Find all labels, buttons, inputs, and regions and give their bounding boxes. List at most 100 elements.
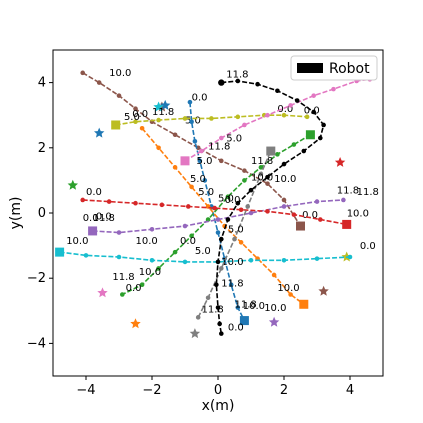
agent-2-point [235, 305, 241, 310]
agent-3-point [209, 116, 214, 121]
agent-9-point [182, 259, 188, 265]
robot-point [248, 187, 254, 193]
agent-6-start-marker [305, 130, 315, 140]
agent-1-point [265, 181, 270, 186]
x-tick-label: 2 [280, 383, 288, 398]
agent-4-point [288, 103, 293, 108]
agent-2-goal-star [160, 99, 171, 110]
agent-5-point [189, 184, 194, 190]
agent-6-time-label: 5.0 [226, 133, 242, 144]
agent-3-point [156, 117, 161, 123]
agent-10-point [245, 204, 250, 209]
robot-point [301, 148, 307, 154]
robot-point [311, 109, 317, 115]
agent-10-goal-star [189, 328, 201, 339]
agent-1-point [116, 93, 122, 98]
robot-point [321, 122, 326, 128]
time-label: 0.0 [96, 212, 112, 223]
agent-8-point [212, 205, 217, 211]
robot-point [255, 81, 260, 87]
time-label: 10.0 [264, 303, 286, 314]
agent-4-point [311, 93, 317, 98]
agent-6-time-label: 10.0 [139, 267, 161, 278]
agent-10-start-marker [266, 146, 276, 156]
goal-star [318, 285, 329, 296]
agent-6-point [156, 266, 161, 271]
agent-8-time-label: 10.0 [347, 208, 369, 219]
agent-10-point [205, 295, 211, 301]
agent-9-start-marker [55, 247, 65, 257]
x-tick-label: 4 [346, 383, 354, 398]
robot-point [225, 217, 231, 222]
agent-8-point [265, 209, 270, 214]
agent-7-start-marker [88, 226, 98, 236]
agent-4-point [219, 135, 224, 141]
agent-9-point [83, 253, 89, 258]
agent-1-point [96, 80, 102, 85]
agent-3-point [281, 112, 287, 118]
agent-1-point [133, 106, 138, 111]
agent-4-point [331, 86, 336, 92]
time-label: 0.0 [225, 195, 241, 206]
robot-point [281, 161, 287, 167]
agent-5-start-marker [299, 299, 309, 309]
agent-8-point [291, 212, 297, 217]
robot-point [235, 200, 241, 206]
y-tick-label: −4 [27, 336, 46, 351]
agent-7-point [248, 210, 254, 216]
robot-point [275, 88, 280, 94]
agent-9-point [347, 254, 353, 260]
agent-6-point [189, 233, 194, 239]
robot-point [219, 331, 224, 336]
agent-3-start-marker [111, 120, 121, 130]
agent-7-point [281, 204, 287, 209]
agent-4-start-marker [180, 156, 190, 166]
agent-7-point [215, 217, 221, 222]
agent-5-point [139, 125, 145, 131]
agent-8-point [106, 199, 112, 204]
x-tick-label: −4 [76, 383, 95, 398]
agent-9-point [281, 257, 287, 263]
agent-7-point [314, 199, 320, 204]
time-label: 10.0 [251, 172, 273, 183]
agent-3-point [133, 119, 138, 125]
agent-10-point [232, 236, 237, 242]
agent-8-time-label: 5.0 [218, 194, 234, 205]
agent-6-line [121, 134, 311, 296]
agent-2-start-marker [239, 316, 249, 326]
agent-10-point [258, 171, 264, 177]
y-tick-label: 4 [38, 76, 46, 91]
legend-label-robot: Robot [329, 61, 370, 77]
agent-7-point [116, 230, 122, 235]
agent-2-point [187, 99, 193, 105]
agent-9-line [59, 251, 351, 263]
agent-5-point [238, 240, 244, 245]
agent-5-goal-star [130, 318, 141, 329]
agent-1-point [219, 158, 224, 164]
time-label: 11.8 [208, 141, 230, 152]
agent-8-point [80, 197, 85, 203]
agent-4-line [184, 78, 370, 162]
robot-line [215, 80, 325, 334]
y-tick-label: −2 [27, 271, 46, 286]
agent-1-point [172, 132, 178, 138]
time-label: 0.0 [132, 109, 148, 120]
agent-7-point [149, 227, 155, 232]
agent-8-point [318, 217, 323, 222]
axis-ticks: −4 −2 0 2 4 −4 −2 0 2 4 [27, 76, 354, 398]
agent-4-point [265, 112, 270, 118]
agent-3-line [115, 114, 308, 126]
agent-6-point [139, 282, 145, 288]
agent-7-time-label: 0.0 [83, 213, 99, 224]
agent-6-point [275, 152, 280, 157]
agent-9-point [314, 256, 320, 261]
robot-point [215, 259, 221, 265]
agent-9-point [116, 254, 122, 260]
robot-time-label: 11.8 [226, 70, 248, 81]
agent-1-point [281, 197, 287, 203]
robot-point [318, 135, 323, 141]
agent-8-point [133, 200, 138, 206]
agent-9-time-label: 0.0 [360, 241, 376, 252]
agent-6-point [225, 194, 231, 199]
agent-8-point [159, 202, 165, 208]
